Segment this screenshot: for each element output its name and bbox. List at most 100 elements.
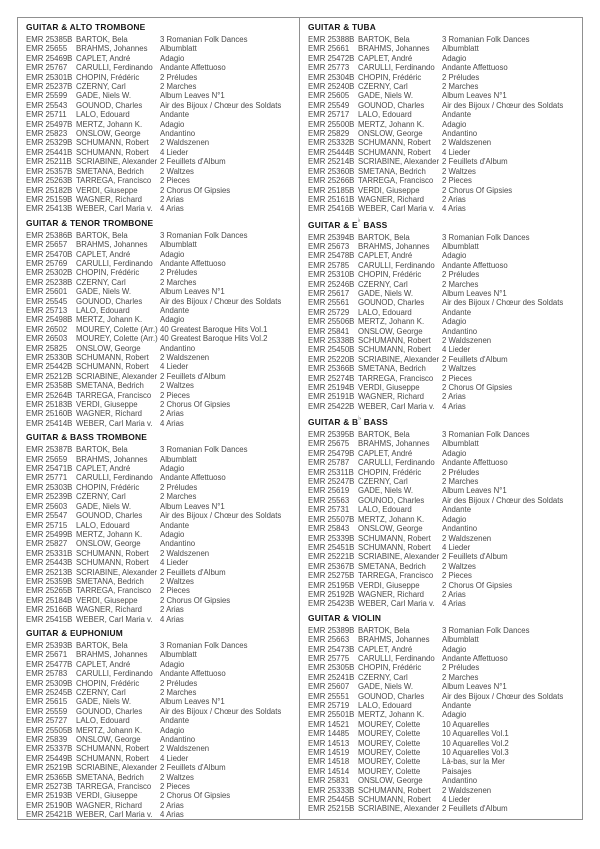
ref-number: EMR 25265B <box>26 586 73 596</box>
work-title: 2 Waldszenen <box>442 335 492 345</box>
composer-name: BARTOK, Bela <box>76 230 128 240</box>
work-title: 2 Pieces <box>160 586 190 596</box>
work-title: 2 Waldszenen <box>160 744 210 754</box>
work-title: Album Leaves N°1 <box>160 501 225 511</box>
composer-name: MOUREY, Colette (Arr.) <box>76 334 158 344</box>
work-title: Andante <box>442 505 472 515</box>
table-row: EMR 25190B WAGNER, Richard 2 Arias <box>26 801 295 810</box>
composer-name: BARTOK, Bela <box>76 445 128 455</box>
ref-number: EMR 25302B <box>26 268 73 278</box>
table-row: EMR 25673 BRAHMS, Johannes Albumblatt <box>308 242 578 251</box>
composer-name: SMETANA, Bedrich <box>358 561 426 571</box>
work-title: Adagio <box>442 317 467 327</box>
composer-name: CAPLET, André <box>76 53 131 63</box>
composer-name: SMETANA, Bedrich <box>76 576 144 586</box>
table-row: EMR 25601 GADE, Niels W. Album Leaves N°1 <box>26 287 295 296</box>
ref-number: EMR 25160B <box>26 409 73 419</box>
ref-number: EMR 25338B <box>308 335 355 345</box>
ref-number: EMR 25442B <box>26 362 73 372</box>
table-row: EMR 25827 ONSLOW, George Andantino <box>26 539 295 548</box>
ref-number: EMR 25601 <box>26 287 68 297</box>
composer-name: CARULLI, Ferdinando <box>358 653 435 663</box>
composer-name: MERTZ, Johann K. <box>358 119 425 129</box>
ref-number: EMR 25829 <box>308 129 350 139</box>
table-row: EMR 25415B WEBER, Carl Maria v. 4 Arias <box>26 615 295 624</box>
table-row: EMR 25367B SMETANA, Bedrich 2 Waltzes <box>308 562 578 571</box>
composer-name: VERDI, Giuseppe <box>358 185 420 195</box>
composer-name: ONSLOW, George <box>358 524 423 534</box>
ref-number: EMR 25713 <box>26 305 68 315</box>
table-row: EMR 25303B CHOPIN, Frédéric 2 Préludes <box>26 483 295 492</box>
composer-name: SCHUMANN, Robert <box>76 138 149 148</box>
catalog-section: GUITAR & EUPHONIUM EMR 25393B BARTOK, Bela… <box>26 628 295 819</box>
ref-number: EMR 25388B <box>308 35 355 44</box>
composer-name: MERTZ, Johann K. <box>358 514 425 524</box>
work-title: 2 Marches <box>160 82 197 92</box>
work-title: 10 Aquarelles <box>442 719 490 729</box>
table-row: EMR 25477B CAPLET, André Adagio <box>26 660 295 669</box>
work-title: 4 Lieder <box>160 753 189 763</box>
table-row: EMR 25479B CAPLET, André Adagio <box>308 449 578 458</box>
composer-name: GOUNOD, Charles <box>358 495 425 505</box>
ref-number: EMR 25719 <box>308 701 350 710</box>
table-row: EMR 25358B SMETANA, Bedrich 2 Waltzes <box>26 381 295 390</box>
composer-name: SCHUMANN, Robert <box>358 335 431 345</box>
ref-number: EMR 25545 <box>26 296 68 306</box>
composer-name: MERTZ, Johann K. <box>76 529 143 539</box>
table-row: EMR 25191B WAGNER, Richard 2 Arias <box>308 392 578 401</box>
composer-name: MOUREY, Colette <box>358 766 421 776</box>
ref-number: EMR 25717 <box>308 110 350 120</box>
composer-name: WAGNER, Richard <box>358 194 424 204</box>
composer-name: CARULLI, Ferdinando <box>358 260 435 270</box>
catalog-section: GUITAR & ALTO TROMBONE EMR 25385B BARTOK, … <box>26 22 295 214</box>
ref-number: EMR 25827 <box>26 539 68 549</box>
ref-number: EMR 25365B <box>26 772 73 782</box>
ref-number: EMR 25843 <box>308 524 350 534</box>
work-title: Album Leaves N°1 <box>160 697 225 707</box>
ref-number: EMR 25543 <box>26 100 68 110</box>
composer-name: GOUNOD, Charles <box>358 100 425 110</box>
ref-number: EMR 25159B <box>26 194 73 204</box>
table-row: EMR 25195B VERDI, Giuseppe 2 Chorus Of Gip… <box>308 581 578 590</box>
table-row: EMR 25731 LALO, Edouard Andante <box>308 505 578 514</box>
composer-name: SCHUMANN, Robert <box>76 362 149 372</box>
work-title: Albumblatt <box>160 240 197 250</box>
work-title: 2 Préludes <box>442 270 480 280</box>
table-row: EMR 25302B CHOPIN, Frédéric 2 Préludes <box>26 268 295 277</box>
composer-name: VERDI, Giuseppe <box>358 383 420 393</box>
table-row: EMR 25442B SCHUMANN, Robert 4 Lieder <box>26 362 295 371</box>
table-row: EMR 25393B BARTOK, Bela 3 Romanian Folk Da… <box>26 641 295 650</box>
work-title: Adagio <box>442 251 467 261</box>
composer-name: GADE, Niels W. <box>358 682 414 692</box>
ref-number: EMR 25305B <box>308 663 355 673</box>
table-row: EMR 25245B CZERNY, Carl 2 Marches <box>26 688 295 697</box>
composer-name: GOUNOD, Charles <box>76 706 143 716</box>
ref-number: EMR 25386B <box>26 230 73 240</box>
composer-name: TARREGA, Francisco <box>76 176 152 186</box>
ref-number: EMR 25220B <box>308 354 355 364</box>
work-title: 40 Greatest Baroque Hits Vol.1 <box>160 324 268 334</box>
ref-number: EMR 25785 <box>308 260 350 270</box>
work-title: 2 Pieces <box>160 390 190 400</box>
table-row: EMR 25159B WAGNER, Richard 2 Arias <box>26 195 295 204</box>
composer-name: MERTZ, Johann K. <box>358 710 425 720</box>
work-title: 2 Préludes <box>160 482 198 492</box>
ref-number: EMR 25273B <box>26 782 73 792</box>
work-title: Adagio <box>442 119 467 129</box>
work-title: 2 Waldszenen <box>442 138 492 148</box>
work-title: 40 Greatest Baroque Hits Vol.2 <box>160 334 268 344</box>
work-title: 2 Marches <box>442 82 479 92</box>
work-title: Andante <box>160 716 190 726</box>
composer-name: LALO, Edouard <box>358 701 412 710</box>
work-title: Paisajes <box>442 766 472 776</box>
composer-name: CHOPIN, Frédéric <box>358 270 422 280</box>
catalog-section: GUITAR & BASS TROMBONE EMR 25387B BARTOK, … <box>26 432 295 624</box>
table-row: EMR 25413B WEBER, Carl Maria v. 4 Arias <box>26 204 295 213</box>
table-row: EMR 25184B VERDI, Giuseppe 2 Chorus Of Gip… <box>26 596 295 605</box>
ref-number: EMR 25775 <box>308 653 350 663</box>
ref-number: EMR 25330B <box>26 353 73 362</box>
table-row: EMR 14521 MOUREY, Colette 10 Aquarelles <box>308 720 578 729</box>
table-row: EMR 25657 BRAHMS, Johannes Albumblatt <box>26 240 295 249</box>
catalog-section: GUITAR & TUBA EMR 25388B BARTOK, Bela 3 Rom… <box>308 22 578 214</box>
ref-number: EMR 25839 <box>26 735 68 745</box>
